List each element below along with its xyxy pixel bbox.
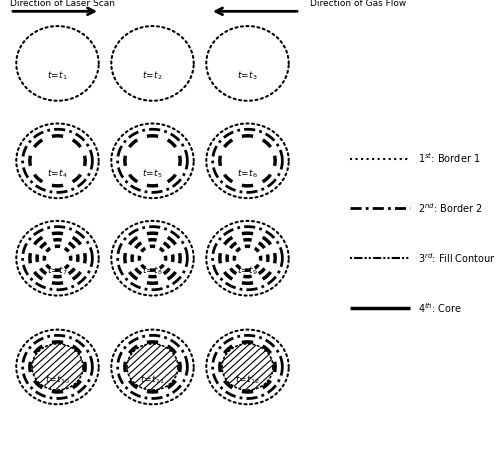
Text: 2$^{nd}$: Border 2: 2$^{nd}$: Border 2 (418, 202, 482, 215)
Text: $t\!=\!t_{6}$: $t\!=\!t_{6}$ (237, 167, 258, 180)
Text: $t\!=\!t_{3}$: $t\!=\!t_{3}$ (237, 70, 258, 82)
Text: $t\!=\!t_{2}$: $t\!=\!t_{2}$ (142, 70, 163, 82)
Text: 4$^{th}$: Core: 4$^{th}$: Core (418, 301, 462, 315)
Text: Direction of Laser Scan: Direction of Laser Scan (10, 0, 115, 8)
Text: 3$^{rd}$: Fill Contour: 3$^{rd}$: Fill Contour (418, 251, 496, 265)
Text: $t\!=\!t_{8}$: $t\!=\!t_{8}$ (142, 265, 163, 277)
Text: $t\!=\!t_{5}$: $t\!=\!t_{5}$ (142, 167, 163, 180)
Text: $t\!=\!t_{7}$: $t\!=\!t_{7}$ (47, 265, 68, 277)
Text: 1$^{st}$: Border 1: 1$^{st}$: Border 1 (418, 152, 480, 165)
Text: $t\!=\!t_{10}$: $t\!=\!t_{10}$ (45, 373, 70, 386)
Text: $t\!=\!t_{11}$: $t\!=\!t_{11}$ (140, 373, 165, 386)
Text: $t\!=\!t_{1}$: $t\!=\!t_{1}$ (47, 70, 68, 82)
Text: $t\!=\!t_{12}$: $t\!=\!t_{12}$ (235, 373, 260, 386)
Text: $t\!=\!t_{4}$: $t\!=\!t_{4}$ (47, 167, 68, 180)
Text: Direction of Gas Flow: Direction of Gas Flow (310, 0, 406, 8)
Text: $t\!=\!t_{9}$: $t\!=\!t_{9}$ (237, 265, 258, 277)
